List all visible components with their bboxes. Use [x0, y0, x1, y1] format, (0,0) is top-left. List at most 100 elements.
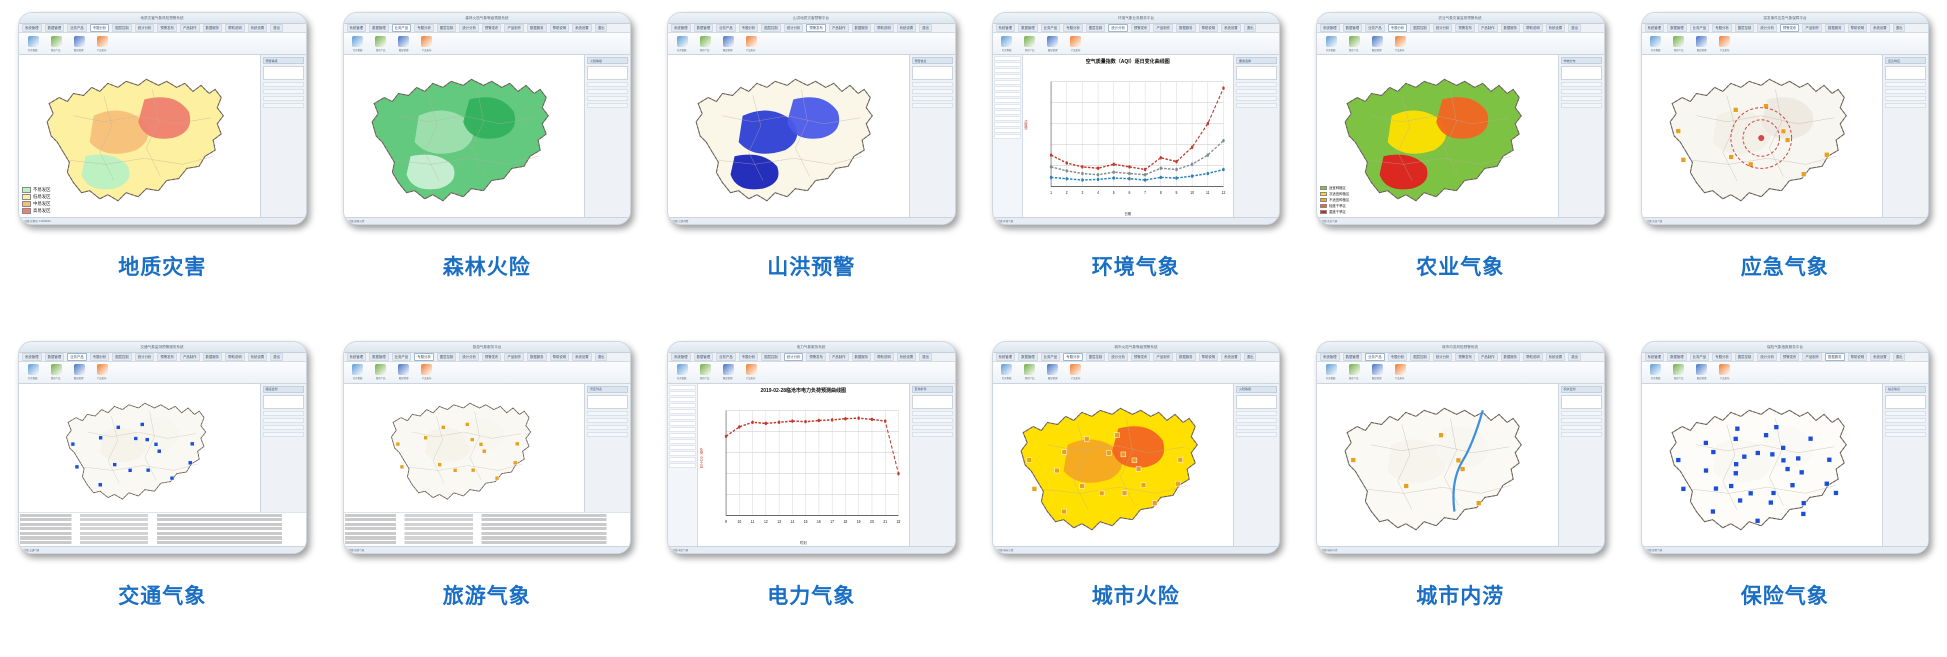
screenshot-flash-flood[interactable]: 山洪地质灾害预警平台 系统管理 数据管理 业务产品 专题分析 图层控制 统计分析 预警发布 产品… — [667, 12, 956, 225]
left-list-item[interactable] — [669, 384, 696, 390]
left-list-item[interactable] — [669, 396, 696, 402]
toolbar-button-0[interactable]: 打开数据 — [1323, 35, 1339, 52]
menu-item-数据服务[interactable]: 数据服务 — [1176, 352, 1196, 361]
menu-item-图层控制[interactable]: 图层控制 — [1085, 24, 1106, 32]
toolbar-button-2[interactable]: 图层管理 — [1045, 364, 1061, 380]
toolbar-button-1[interactable]: 保存产品 — [697, 364, 713, 380]
menu-item-数据服务[interactable]: 数据服务 — [1500, 24, 1521, 32]
menu-item-专题分析[interactable]: 专题分析 — [414, 352, 434, 361]
menu-item-数据管理[interactable]: 数据管理 — [1342, 24, 1363, 32]
left-list-item[interactable] — [669, 456, 696, 462]
side-panel[interactable]: 预警信息 — [908, 55, 955, 217]
menu-item-产品制作[interactable]: 产品制作 — [179, 352, 200, 361]
menu-item-退出[interactable]: 退出 — [1568, 352, 1581, 361]
menu-item-统计分析[interactable]: 统计分析 — [134, 352, 155, 361]
menu-item-帮助说明[interactable]: 帮助说明 — [874, 352, 894, 361]
menu-item-产品制作[interactable]: 产品制作 — [1153, 24, 1173, 32]
menu-item-预警发布[interactable]: 预警发布 — [157, 24, 177, 32]
menu-item-帮助说明[interactable]: 帮助说明 — [225, 352, 245, 361]
screenshot-geo-hazard[interactable]: 地质灾害气象风险预警系统 系统管理 数据管理 业务产品 专题分析 图层控制 统计分析 预警发布… — [18, 12, 307, 225]
left-list-item[interactable] — [993, 86, 1021, 91]
side-panel-box[interactable] — [1236, 394, 1277, 409]
side-panel-row[interactable] — [911, 417, 953, 423]
toolbar-button-3[interactable]: 产品发布 — [1717, 364, 1733, 380]
menu-item-退出[interactable]: 退出 — [270, 352, 283, 361]
toolbar-button-2[interactable]: 图层管理 — [396, 35, 412, 52]
menu-item-业务产品[interactable]: 业务产品 — [391, 24, 412, 32]
menu-item-专题分析[interactable]: 专题分析 — [1712, 352, 1732, 361]
data-table[interactable] — [343, 511, 630, 546]
toolbar-button-1[interactable]: 保存产品 — [373, 364, 389, 380]
left-list-item[interactable] — [669, 438, 696, 444]
menu-item-数据服务[interactable]: 数据服务 — [1825, 24, 1845, 32]
left-list-item[interactable] — [993, 110, 1021, 115]
side-panel-row[interactable] — [1560, 103, 1602, 108]
menu-item-预警发布[interactable]: 预警发布 — [806, 24, 826, 32]
menu-item-数据管理[interactable]: 数据管理 — [1667, 24, 1687, 32]
toolbar-button-2[interactable]: 图层管理 — [1694, 35, 1710, 52]
menu-item-数据服务[interactable]: 数据服务 — [527, 24, 547, 32]
side-panel-box[interactable] — [262, 66, 304, 80]
side-panel-row[interactable] — [1560, 410, 1602, 416]
side-panel-box[interactable] — [1560, 66, 1602, 80]
menu-item-数据管理[interactable]: 数据管理 — [1018, 24, 1038, 32]
toolbar-button-0[interactable]: 打开数据 — [350, 35, 366, 52]
menu-item-业务产品[interactable]: 业务产品 — [1689, 24, 1710, 32]
toolbar-button-0[interactable]: 打开数据 — [25, 364, 41, 380]
side-panel-row[interactable] — [1236, 96, 1277, 101]
menu-item-业务产品[interactable]: 业务产品 — [1689, 352, 1710, 361]
map-canvas[interactable]: 不易发区 低易发区 中易发区 高易发区 — [19, 55, 260, 217]
map-canvas[interactable]: 适宜种植区 次适宜种植区 不适宜种植区 轻度干旱区 重度干旱区 — [1317, 55, 1558, 217]
menu-item-图层控制[interactable]: 图层控制 — [436, 352, 457, 361]
side-panel-row[interactable] — [262, 431, 304, 437]
menu-item-业务产品[interactable]: 业务产品 — [1040, 24, 1061, 32]
left-list-item[interactable] — [993, 68, 1021, 73]
menu-item-专题分析[interactable]: 专题分析 — [738, 24, 759, 32]
side-panel-row[interactable] — [911, 410, 953, 416]
menu-item-数据服务[interactable]: 数据服务 — [202, 352, 223, 361]
menu-item-帮助说明[interactable]: 帮助说明 — [225, 24, 245, 32]
side-panel-row[interactable] — [911, 82, 953, 87]
side-panel-row[interactable] — [262, 424, 304, 430]
toolbar-button-3[interactable]: 产品发布 — [419, 35, 435, 52]
menu-item-统计分析[interactable]: 统计分析 — [783, 24, 804, 32]
menu-item-统计分析[interactable]: 统计分析 — [783, 352, 804, 361]
menu-item-预警发布[interactable]: 预警发布 — [1779, 352, 1800, 361]
toolbar-button-3[interactable]: 产品发布 — [1392, 35, 1408, 52]
side-panel-box[interactable] — [1560, 394, 1602, 409]
side-panel-row[interactable] — [1560, 431, 1602, 437]
left-list-item[interactable] — [993, 122, 1021, 127]
toolbar-button-3[interactable]: 产品发布 — [1068, 364, 1084, 380]
menu-item-图层控制[interactable]: 图层控制 — [112, 352, 132, 361]
side-panel-row[interactable] — [262, 89, 304, 94]
toolbar-button-0[interactable]: 打开数据 — [25, 35, 41, 52]
toolbar-button-0[interactable]: 打开数据 — [999, 364, 1015, 380]
screenshot-city-fire[interactable]: 城市火险气象等级预警系统 系统管理 数据管理 业务产品 专题分析 图层控制 统计分析 预警发布… — [991, 340, 1280, 554]
menu-item-系统管理[interactable]: 系统管理 — [346, 352, 367, 361]
side-panel-row[interactable] — [1560, 424, 1602, 430]
map-canvas[interactable] — [1317, 383, 1558, 546]
menu-item-统计分析[interactable]: 统计分析 — [459, 24, 479, 32]
menu-item-数据服务[interactable]: 数据服务 — [1825, 352, 1845, 361]
toolbar-button-3[interactable]: 产品发布 — [1392, 364, 1408, 380]
menu-item-专题分析[interactable]: 专题分析 — [1063, 24, 1083, 32]
screenshot-emergency-met[interactable]: 突发事件应急气象保障平台 系统管理 数据管理 业务产品 专题分析 图层控制 统计分析 预警发布… — [1640, 12, 1929, 225]
menu-item-统计分析[interactable]: 统计分析 — [134, 24, 155, 32]
left-list-item[interactable] — [993, 80, 1021, 85]
left-list-item[interactable] — [993, 62, 1021, 67]
side-panel[interactable]: 火险等级 — [1233, 383, 1279, 546]
menu-item-产品制作[interactable]: 产品制作 — [179, 24, 200, 32]
side-panel-row[interactable] — [1236, 82, 1277, 87]
left-list-item[interactable] — [669, 408, 696, 414]
left-list-item[interactable] — [669, 444, 696, 450]
toolbar-button-1[interactable]: 保存产品 — [48, 35, 64, 52]
menu-item-帮助说明[interactable]: 帮助说明 — [874, 24, 894, 32]
toolbar-button-2[interactable]: 图层管理 — [396, 364, 412, 380]
menu-item-产品制作[interactable]: 产品制作 — [1802, 24, 1822, 32]
menu-item-退出[interactable]: 退出 — [1243, 24, 1257, 32]
menu-item-数据服务[interactable]: 数据服务 — [1176, 24, 1196, 32]
menu-item-统计分析[interactable]: 统计分析 — [459, 352, 479, 361]
menu-item-图层控制[interactable]: 图层控制 — [1410, 24, 1430, 32]
menu-item-数据管理[interactable]: 数据管理 — [44, 352, 65, 361]
toolbar-button-1[interactable]: 保存产品 — [1346, 364, 1362, 380]
